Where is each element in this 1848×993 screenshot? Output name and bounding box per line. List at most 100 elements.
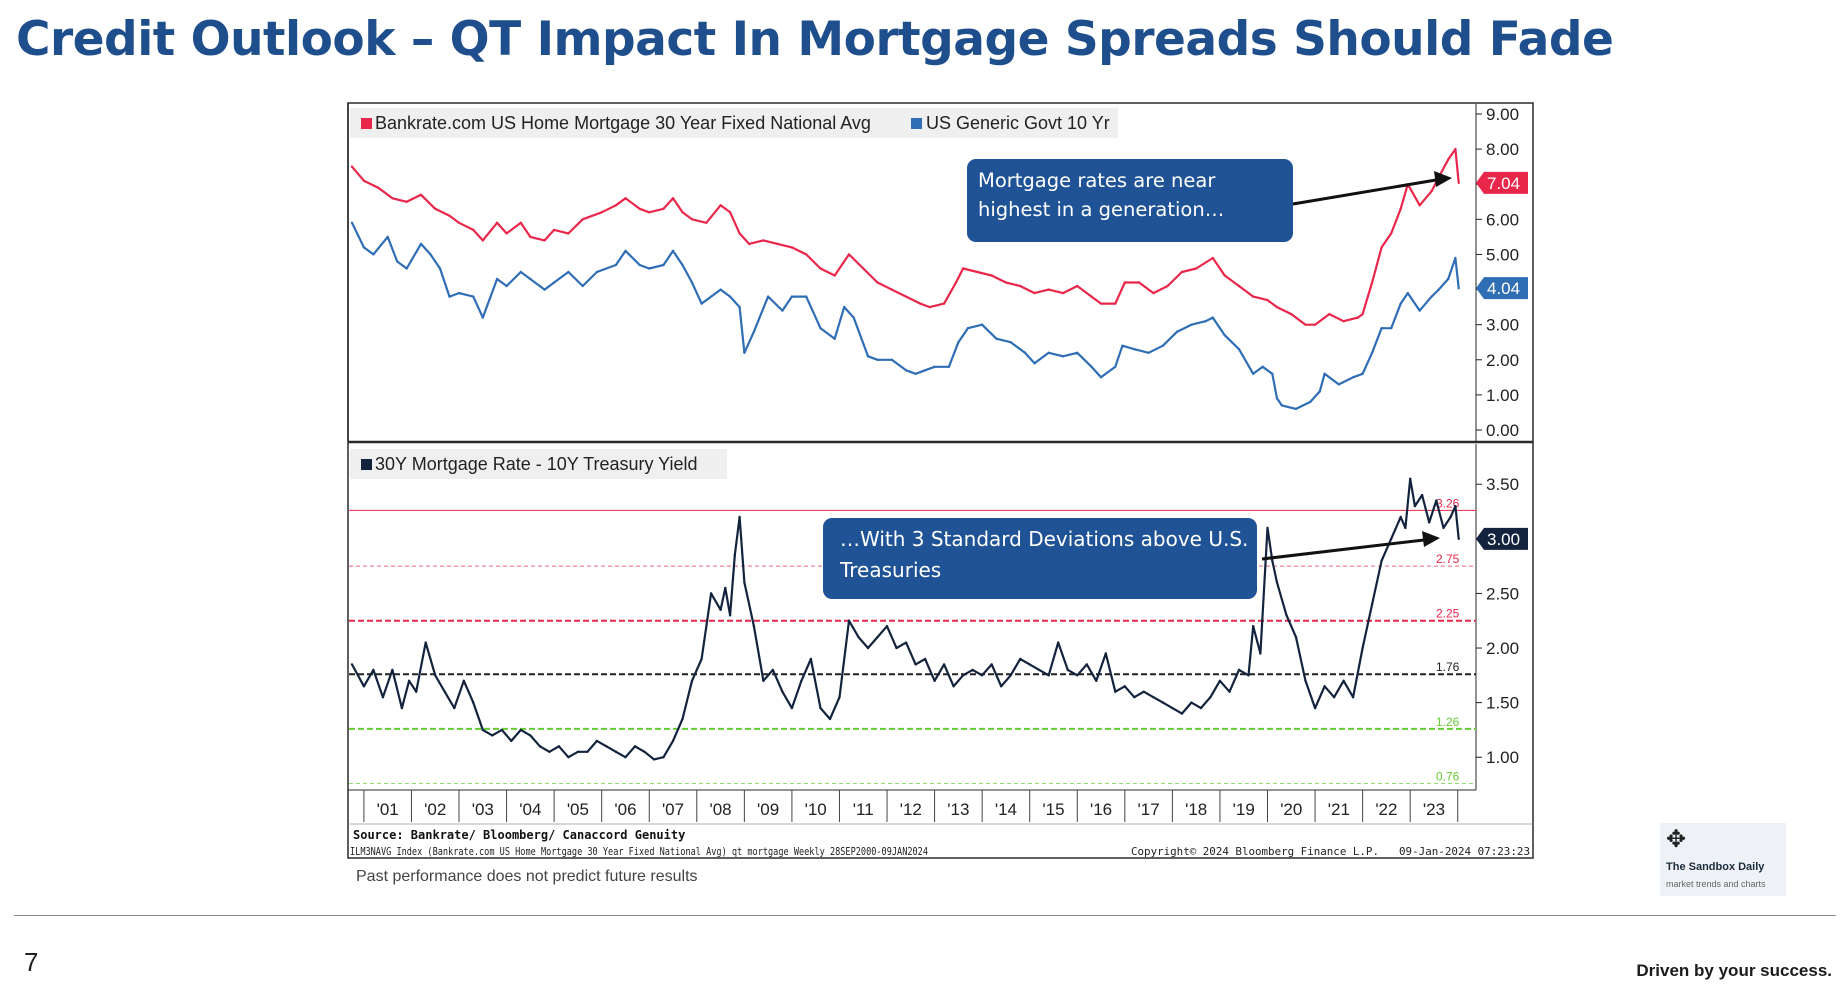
last-value-tag: [1476, 171, 1528, 194]
data-point: [543, 288, 546, 291]
data-point: [1430, 295, 1433, 298]
data-point: [781, 690, 784, 693]
x-tick-label: '07: [662, 800, 684, 819]
data-point: [961, 674, 965, 677]
data-point: [1309, 400, 1312, 404]
data-point: [980, 674, 984, 677]
data-point: [1351, 696, 1355, 699]
data-point: [954, 281, 958, 284]
data-point: [462, 679, 465, 682]
x-tick-label: '10: [805, 800, 827, 819]
data-point: [947, 365, 951, 368]
x-tick-label: '02: [424, 800, 446, 819]
chart-frame: [347, 102, 1534, 859]
data-point: [923, 369, 927, 372]
sandbox-daily-badge[interactable]: ✥ The Sandbox Daily market trends and ch…: [1660, 823, 1786, 896]
callout-mortgage-text: Mortgage rates are near highest in a gen…: [978, 169, 1225, 221]
data-point: [752, 625, 756, 628]
data-point: [1275, 581, 1279, 584]
data-point: [942, 302, 946, 305]
data-point: [747, 242, 751, 246]
data-point: [971, 668, 974, 672]
y-tick-label: 2.00: [1486, 639, 1519, 658]
data-point: [1066, 668, 1070, 672]
data-point: [1323, 685, 1326, 688]
data-point: [690, 281, 694, 284]
tagline: Driven by your success.: [1636, 961, 1832, 980]
data-point: [1033, 291, 1036, 295]
bottom-reference-lines: 3.26 2.75 2.25 1.76 1.26 0.76: [349, 496, 1476, 784]
footer-rule: [14, 915, 1836, 916]
data-point: [1294, 635, 1298, 639]
series-line-0: [351, 477, 1460, 761]
page-title: Credit Outlook – QT Impact In Mortgage S…: [16, 12, 1614, 67]
x-tick-label: '06: [614, 800, 636, 819]
x-tick-label: '12: [900, 800, 922, 819]
data-point: [1447, 158, 1450, 161]
data-point: [995, 337, 998, 340]
source-line: Source: Bankrate/ Bloomberg/ Canaccord G…: [353, 828, 685, 842]
data-point: [1342, 320, 1345, 323]
y-tick-label: 2.00: [1486, 351, 1519, 370]
callout-std-dev-text: …With 3 Standard Deviations above U.S. T…: [840, 527, 1249, 582]
data-point: [1285, 614, 1288, 617]
move-arrows-icon: ✥: [1666, 825, 1687, 853]
data-point: [681, 263, 684, 267]
data-point: [904, 295, 908, 298]
data-point: [790, 706, 794, 710]
data-point: [1028, 663, 1031, 666]
data-point: [552, 281, 556, 284]
data-point: [405, 200, 408, 203]
y-tick-label: 8.00: [1486, 140, 1519, 159]
data-point: [505, 232, 508, 235]
data-point: [457, 221, 461, 224]
data-point: [1223, 274, 1226, 277]
data-point: [1413, 504, 1417, 508]
data-point: [1252, 372, 1255, 375]
data-point: [681, 211, 684, 214]
data-point: [419, 193, 423, 196]
data-point: [890, 358, 893, 361]
x-tick-label: '23: [1423, 800, 1445, 819]
data-point: [1133, 696, 1136, 699]
data-point: [377, 186, 380, 189]
data-point: [1047, 674, 1050, 677]
x-tick-label: '05: [567, 800, 589, 819]
data-point: [1142, 690, 1146, 693]
data-point: [980, 323, 984, 326]
x-tick-label: '13: [947, 800, 969, 819]
data-point: [671, 739, 675, 743]
data-point: [1280, 404, 1284, 407]
data-point: [567, 756, 570, 759]
last-value-label: 4.04: [1487, 279, 1520, 298]
data-point: [705, 221, 708, 224]
data-point: [866, 355, 870, 358]
data-point: [567, 232, 570, 235]
data-point: [1095, 679, 1098, 682]
data-point: [1266, 526, 1269, 530]
data-point: [709, 295, 713, 298]
y-tick-label: 1.50: [1486, 694, 1519, 713]
data-point: [1290, 312, 1293, 316]
data-point: [1171, 706, 1174, 710]
data-point: [1399, 515, 1402, 519]
data-point: [1211, 316, 1215, 319]
data-point: [976, 270, 979, 274]
data-point: [690, 679, 694, 682]
data-point: [472, 295, 475, 298]
data-point: [595, 270, 599, 274]
data-point: [1313, 706, 1317, 710]
data-point: [1252, 295, 1255, 298]
data-point: [1099, 302, 1103, 305]
data-point: [990, 663, 993, 666]
data-point: [448, 214, 451, 217]
meta-copyright: Copyright© 2024 Bloomberg Finance L.P.: [1131, 845, 1379, 858]
data-point: [443, 690, 446, 693]
data-point: [885, 625, 889, 628]
data-point: [833, 274, 836, 277]
data-point: [928, 305, 931, 309]
data-point: [1418, 204, 1421, 207]
callout-mortgage-rates: [967, 159, 1293, 242]
data-point: [381, 696, 385, 699]
data-point: [1121, 344, 1124, 347]
